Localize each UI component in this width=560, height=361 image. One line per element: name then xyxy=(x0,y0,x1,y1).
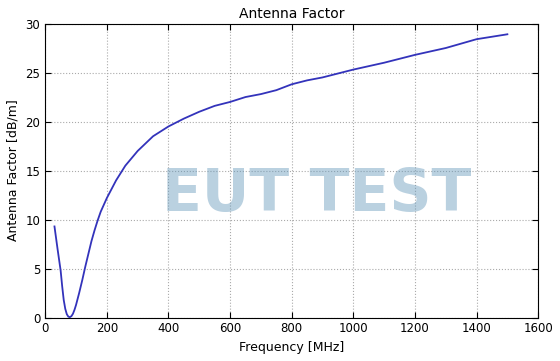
X-axis label: Frequency [MHz]: Frequency [MHz] xyxy=(239,341,344,354)
Y-axis label: Antenna Factor [dB/m]: Antenna Factor [dB/m] xyxy=(7,100,20,242)
Title: Antenna Factor: Antenna Factor xyxy=(239,7,344,21)
Text: EUT TEST: EUT TEST xyxy=(162,166,471,223)
